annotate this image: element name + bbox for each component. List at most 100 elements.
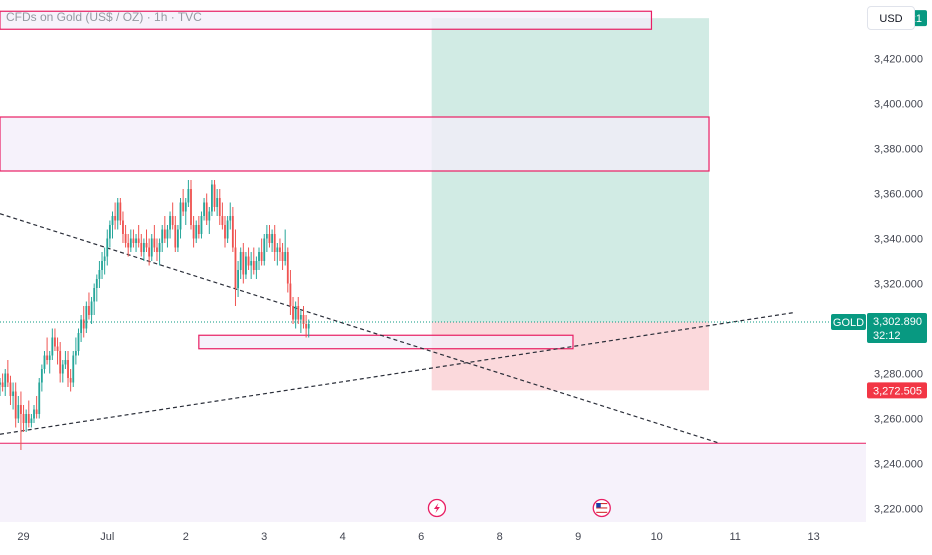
- us-flag-stripe: [596, 509, 608, 511]
- x-tick-label: 9: [575, 531, 581, 543]
- time-axis[interactable]: 29 Jul 2 3 4 6 8 9 10 11 13: [17, 531, 819, 543]
- candle: [22, 405, 25, 432]
- candle: [127, 234, 130, 257]
- symbol-tag-background: [831, 313, 866, 330]
- candle-body: [122, 220, 124, 234]
- candle-body: [289, 283, 292, 306]
- candle-body: [161, 229, 164, 243]
- trend-line[interactable]: [0, 312, 793, 435]
- candle: [307, 319, 310, 338]
- candle-body: [27, 414, 30, 423]
- candle-body: [43, 355, 46, 369]
- y-tick-label: 3,340.000: [874, 234, 923, 246]
- zone-rectangle[interactable]: [198, 334, 574, 350]
- candle-body: [281, 252, 284, 261]
- candle: [273, 225, 276, 261]
- candle-body: [116, 202, 119, 221]
- candle-body: [292, 306, 294, 320]
- candle-body: [171, 216, 174, 225]
- us-flag-icon[interactable]: [592, 498, 611, 518]
- x-tick-label: 10: [651, 531, 663, 543]
- candle: [203, 198, 205, 221]
- position-layer: [431, 18, 710, 391]
- candle-body: [72, 355, 75, 383]
- candle: [187, 180, 190, 207]
- candle: [93, 283, 96, 315]
- candle-body: [255, 261, 258, 270]
- x-tick-label: 29: [17, 531, 29, 543]
- candle: [237, 261, 240, 297]
- candle-body: [234, 247, 237, 288]
- candle: [213, 180, 216, 212]
- trend-lines-layer: [0, 213, 793, 444]
- candle: [289, 270, 292, 315]
- candle: [137, 225, 140, 248]
- candle: [174, 216, 177, 252]
- candle-body: [74, 351, 77, 356]
- candle-body: [124, 234, 127, 243]
- candle-body: [111, 216, 114, 225]
- candle-body: [229, 216, 232, 221]
- candle: [69, 369, 72, 392]
- candle-body: [137, 238, 140, 243]
- candle: [90, 297, 93, 324]
- candle-body: [108, 225, 111, 239]
- candle: [271, 229, 274, 252]
- candle-body: [276, 247, 279, 252]
- candle: [245, 252, 247, 279]
- candle: [67, 351, 69, 387]
- zone-rectangle[interactable]: [0, 116, 710, 172]
- candle-body: [242, 252, 245, 275]
- candle: [242, 243, 245, 284]
- lightning-icon[interactable]: [427, 498, 447, 518]
- candle: [200, 211, 203, 239]
- candle-body: [174, 225, 177, 248]
- candle: [46, 337, 49, 365]
- candle-body: [119, 202, 122, 221]
- candle-body: [4, 373, 7, 387]
- candle-body: [101, 261, 103, 270]
- candle-body: [51, 337, 54, 356]
- candle-body: [69, 378, 72, 383]
- candle: [231, 207, 234, 252]
- candle: [284, 229, 287, 266]
- lightning-icon-bolt: [433, 503, 440, 513]
- candle: [268, 225, 271, 248]
- candle: [27, 400, 30, 428]
- candle: [116, 198, 119, 230]
- candle-body: [268, 234, 271, 243]
- candle-body: [9, 382, 12, 396]
- candle: [129, 229, 132, 252]
- position-loss-zone[interactable]: [431, 321, 710, 391]
- candle-body: [56, 346, 59, 351]
- zone-rectangle[interactable]: [0, 10, 653, 30]
- candle: [140, 234, 143, 257]
- candle: [148, 238, 151, 266]
- candle: [59, 342, 62, 383]
- currency-button[interactable]: USD: [867, 6, 915, 30]
- candle: [279, 238, 281, 261]
- candle-body: [271, 234, 274, 243]
- x-tick-label: Jul: [100, 531, 114, 543]
- events-layer: [427, 498, 611, 518]
- candle: [40, 364, 43, 392]
- candle: [258, 247, 260, 270]
- price-tag-label: 3,272.505: [873, 385, 922, 397]
- y-tick-label: 3,380.000: [874, 144, 923, 156]
- candle-body: [0, 382, 1, 385]
- candle: [281, 243, 284, 270]
- candle-body: [163, 229, 166, 239]
- current-price-label: 3,302.890: [873, 316, 922, 328]
- candle: [98, 261, 101, 288]
- symbol-title: CFDs on Gold (US$ / OZ) · 1h · TVC: [6, 10, 202, 24]
- price-axis[interactable]: 3,420.000 3,400.000 3,380.000 3,360.000 3,34…: [866, 0, 932, 550]
- candle: [184, 198, 187, 225]
- candle-body: [190, 189, 192, 225]
- us-flag-stripe: [596, 507, 608, 509]
- candle-body: [305, 324, 308, 329]
- candle-body: [263, 238, 266, 261]
- candle: [166, 225, 169, 248]
- candle: [302, 306, 305, 329]
